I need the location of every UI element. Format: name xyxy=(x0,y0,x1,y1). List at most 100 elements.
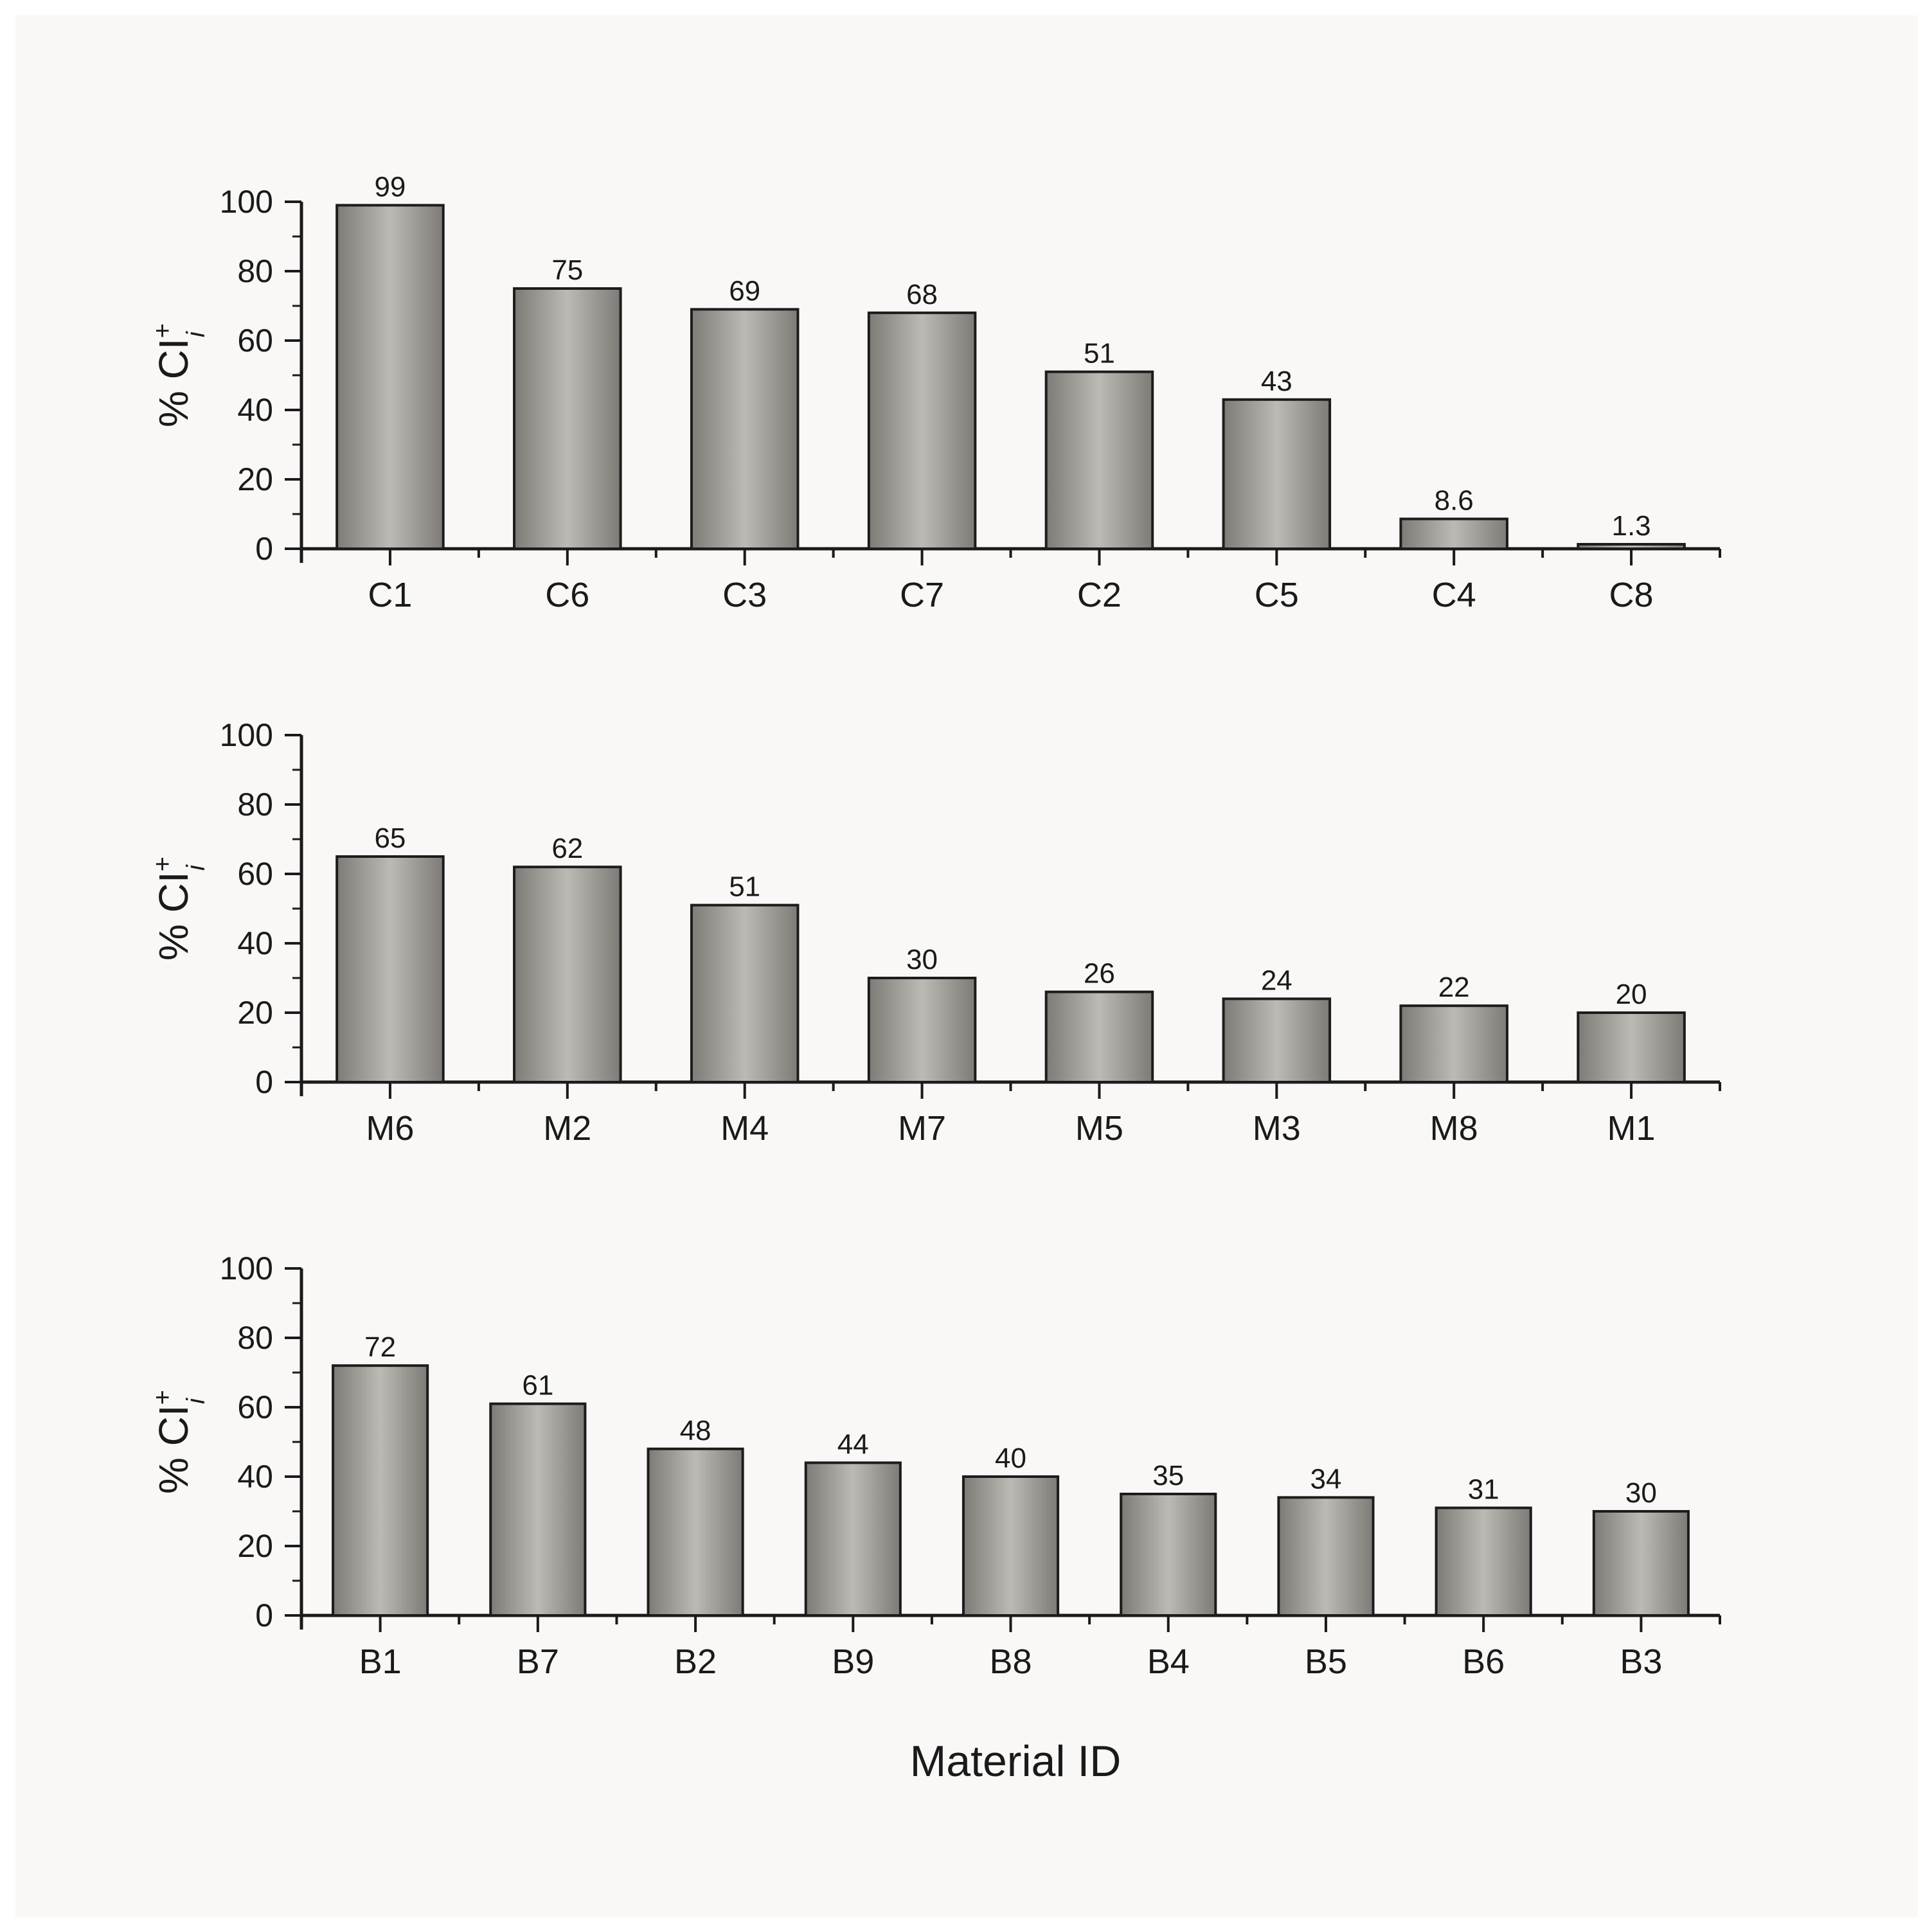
bar-M2 xyxy=(513,866,622,1083)
bar-M4 xyxy=(690,903,800,1083)
y-tick-label: 20 xyxy=(237,461,273,497)
bar-value-label: 35 xyxy=(1152,1460,1184,1491)
bar-value-label: 61 xyxy=(522,1370,553,1401)
y-tick-label: 100 xyxy=(220,1250,273,1286)
bar-value-label: 24 xyxy=(1261,965,1292,996)
bar-value-label: 40 xyxy=(995,1443,1026,1474)
bar-B3 xyxy=(1592,1510,1690,1617)
bar-value-label: 75 xyxy=(551,254,583,286)
bar-M3 xyxy=(1222,997,1332,1084)
x-tick-label: B5 xyxy=(1305,1642,1347,1681)
x-tick-label: M6 xyxy=(366,1109,414,1148)
bar-C3 xyxy=(690,308,800,550)
chart-panels: 0 20 40 60 80 100 99 C1 75 C6 69 C3 68 C7 51 C2 43 C5 8.6 C… xyxy=(148,171,1721,1681)
x-tick-label: C5 xyxy=(1255,576,1299,614)
x-tick-label: M8 xyxy=(1430,1109,1478,1148)
x-tick-label: M1 xyxy=(1607,1109,1656,1148)
y-tick-label: 80 xyxy=(237,1320,273,1356)
y-tick-label: 0 xyxy=(255,1064,273,1100)
x-tick-label: B7 xyxy=(517,1642,559,1681)
y-tick-label: 100 xyxy=(220,717,273,753)
x-tick-label: C2 xyxy=(1077,576,1122,614)
x-axis-label: Material ID xyxy=(910,1737,1122,1786)
x-tick-label: B4 xyxy=(1147,1642,1190,1681)
bar-value-label: 1.3 xyxy=(1611,510,1650,542)
bar-B8 xyxy=(962,1475,1060,1617)
bar-M7 xyxy=(867,977,977,1083)
bar-value-label: 65 xyxy=(374,822,406,854)
bar-value-label: 22 xyxy=(1438,972,1470,1003)
x-tick-label: B3 xyxy=(1620,1642,1662,1681)
x-tick-label: C4 xyxy=(1432,576,1476,614)
bar-value-label: 72 xyxy=(364,1331,396,1363)
bar-B9 xyxy=(804,1461,902,1617)
bar-C5 xyxy=(1222,398,1332,550)
x-tick-label: B1 xyxy=(359,1642,402,1681)
y-tick-label: 60 xyxy=(237,323,273,359)
bar-M1 xyxy=(1577,1011,1686,1083)
x-tick-label: M2 xyxy=(543,1109,591,1148)
bar-value-label: 68 xyxy=(906,279,938,310)
y-axis-label: % CI+ i xyxy=(148,1390,210,1494)
y-tick-label: 20 xyxy=(237,995,273,1031)
x-tick-label: C1 xyxy=(368,576,412,614)
chart-panel-1: 0 20 40 60 80 100 99 C1 75 C6 69 C3 68 C7 51 C2 43 C5 8.6 C… xyxy=(148,171,1721,614)
y-axis-label: % CI+ i xyxy=(148,323,210,427)
y-tick-label: 40 xyxy=(237,392,273,428)
bar-B7 xyxy=(489,1402,587,1617)
bar-value-label: 62 xyxy=(551,833,583,864)
x-tick-label: C6 xyxy=(545,576,589,614)
y-tick-label: 80 xyxy=(237,253,273,289)
y-tick-label: 60 xyxy=(237,856,273,892)
bar-value-label: 99 xyxy=(374,171,406,202)
bar-C8 xyxy=(1577,542,1686,550)
y-tick-label: 0 xyxy=(255,1597,273,1633)
bar-value-label: 69 xyxy=(729,275,760,307)
bar-value-label: 43 xyxy=(1261,366,1292,397)
x-tick-label: M4 xyxy=(720,1109,769,1148)
bar-value-label: 26 xyxy=(1084,958,1115,990)
y-tick-label: 40 xyxy=(237,1459,273,1495)
y-tick-label: 100 xyxy=(220,184,273,220)
x-tick-label: B6 xyxy=(1462,1642,1505,1681)
bar-value-label: 30 xyxy=(906,944,938,975)
y-tick-label: 80 xyxy=(237,787,273,822)
bar-value-label: 51 xyxy=(729,871,760,903)
bar-B6 xyxy=(1435,1506,1532,1617)
bar-value-label: 30 xyxy=(1625,1477,1657,1509)
bar-B2 xyxy=(647,1447,744,1617)
x-tick-label: B9 xyxy=(832,1642,874,1681)
bar-C7 xyxy=(867,311,977,550)
x-tick-label: B2 xyxy=(674,1642,717,1681)
bar-B1 xyxy=(332,1364,429,1617)
x-tick-label: C8 xyxy=(1609,576,1654,614)
chart-panel-2: 0 20 40 60 80 100 65 M6 62 M2 51 M4 30 M7 26 M5 24 M3 22 M8… xyxy=(148,717,1721,1148)
bar-value-label: 8.6 xyxy=(1435,485,1474,517)
bar-value-label: 34 xyxy=(1310,1463,1341,1495)
x-tick-label: M7 xyxy=(898,1109,946,1148)
bar-value-label: 48 xyxy=(680,1415,711,1446)
figure-panel: 0 20 40 60 80 100 99 C1 75 C6 69 C3 68 C7 51 C2 43 C5 8.6 C… xyxy=(15,15,1918,1917)
y-tick-label: 60 xyxy=(237,1389,273,1425)
bar-M6 xyxy=(335,855,445,1083)
bar-C4 xyxy=(1399,517,1508,550)
bar-value-label: 44 xyxy=(837,1428,869,1460)
y-tick-label: 40 xyxy=(237,925,273,961)
bar-B5 xyxy=(1277,1496,1375,1617)
bar-value-label: 31 xyxy=(1468,1474,1499,1506)
chart-panel-3: 0 20 40 60 80 100 72 B1 61 B7 48 B2 44 B9 40 B8 35 B4 34 B5… xyxy=(148,1250,1721,1681)
bar-M8 xyxy=(1399,1004,1508,1083)
y-tick-label: 0 xyxy=(255,531,273,567)
bar-C2 xyxy=(1044,370,1154,550)
bar-C6 xyxy=(513,287,622,550)
x-tick-label: C7 xyxy=(900,576,944,614)
bar-value-label: 51 xyxy=(1084,338,1115,369)
bar-C1 xyxy=(335,204,445,550)
bar-B4 xyxy=(1120,1493,1217,1617)
x-tick-label: C3 xyxy=(722,576,767,614)
y-axis-label: % CI+ i xyxy=(148,857,210,961)
x-tick-label: M5 xyxy=(1075,1109,1123,1148)
y-tick-label: 20 xyxy=(237,1528,273,1564)
x-tick-label: B8 xyxy=(989,1642,1032,1681)
bar-charts-svg: 0 20 40 60 80 100 99 C1 75 C6 69 C3 68 C7 51 C2 43 C5 8.6 C… xyxy=(148,171,1721,1786)
